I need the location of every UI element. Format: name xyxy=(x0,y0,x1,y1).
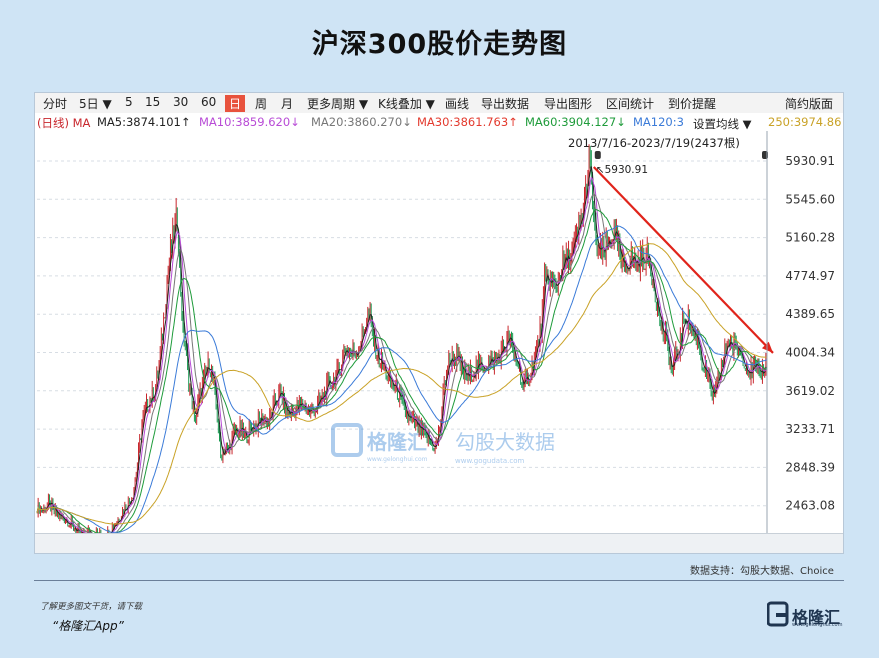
brand-logo-text: 格隆汇 xyxy=(792,608,841,627)
y-tick-label: 5545.60 xyxy=(785,192,835,206)
toolbar-item-more-periods[interactable]: 更多周期 ▼ xyxy=(307,97,369,111)
ma-line-0 xyxy=(36,166,768,541)
series-layer xyxy=(37,144,768,543)
ma-legend: (日线) MA MA5:3874.101↑ MA10:3859.620↓ MA2… xyxy=(35,113,843,131)
range-marker-start xyxy=(594,151,601,159)
toolbar-item-range-stats[interactable]: 区间统计 xyxy=(606,97,655,111)
toolbar-item-kline-overlay[interactable]: K线叠加 ▼ xyxy=(378,97,435,111)
brand-logo-sub: www.gelonghui.com xyxy=(792,622,843,628)
y-tick-label: 5160.28 xyxy=(785,231,835,245)
toolbar-item-5min[interactable]: 5 xyxy=(125,95,133,109)
y-axis: 5930.91 5545.60 5160.28 4774.97 4389.65 4004.… xyxy=(766,131,835,553)
y-tick-label: 4389.65 xyxy=(785,307,835,321)
y-tick-label: 3233.71 xyxy=(785,422,835,436)
scroll-bar[interactable] xyxy=(35,533,843,553)
watermark: 格隆汇 勾股大数据 www.gogudata.com www.gelonghui.co… xyxy=(331,423,555,465)
promo-line: 了解更多图文干货，请下载 xyxy=(40,600,142,612)
toolbar-item-draw-line[interactable]: 画线 xyxy=(445,97,470,111)
date-range-label: 2013/7/16-2023/7/19(2437根) xyxy=(568,135,740,151)
watermark-brand: 格隆汇 xyxy=(367,430,427,454)
toolbar-item-month[interactable]: 月 xyxy=(281,97,294,111)
toolbar-item-week[interactable]: 周 xyxy=(255,97,268,111)
y-tick-label: 4774.97 xyxy=(785,269,835,283)
ma60-value: MA60:3904.127↓ xyxy=(525,115,626,129)
watermark-logo-icon xyxy=(331,423,363,457)
y-tick-label: 3619.02 xyxy=(785,384,835,398)
ma-layer xyxy=(36,166,768,541)
y-tick-label: 5930.91 xyxy=(785,154,835,168)
toolbar-item-timeshare[interactable]: 分时 xyxy=(43,97,68,111)
toolbar-item-15min[interactable]: 15 xyxy=(145,95,161,109)
watermark-source-sub: www.gogudata.com xyxy=(455,457,524,465)
high-annotation: ↖5930.91 xyxy=(596,164,648,176)
promo-app-text: “格隆汇App” xyxy=(52,619,124,633)
grid-lines xyxy=(37,160,767,545)
promo-app: “格隆汇App” xyxy=(52,617,124,634)
divider xyxy=(34,580,844,581)
ma-prefix: (日线) MA xyxy=(37,116,91,130)
ma-settings-dropdown[interactable]: 设置均线 ▼ xyxy=(693,116,752,132)
ma-line-4 xyxy=(36,225,768,533)
ma-line-3 xyxy=(36,208,767,536)
data-source-note: 数据支持：勾股大数据、Choice xyxy=(690,562,834,577)
toolbar-item-5day[interactable]: 5日 ▼ xyxy=(79,97,112,111)
toolbar-item-60min[interactable]: 60 xyxy=(201,95,217,109)
toolbar-item-export-data[interactable]: 导出数据 xyxy=(481,97,530,111)
price-chart: 格隆汇 勾股大数据 www.gogudata.com www.gelonghui.co… xyxy=(36,131,835,553)
y-tick-label: 2463.08 xyxy=(785,499,835,513)
ma10-value: MA10:3859.620↓ xyxy=(199,115,300,129)
watermark-brand-sub: www.gelonghui.com xyxy=(367,456,428,463)
trend-arrow xyxy=(592,166,774,354)
ma20-value: MA20:3860.270↓ xyxy=(311,115,412,129)
y-tick-label: 4004.34 xyxy=(785,345,835,359)
toolbar-item-day[interactable]: 日 xyxy=(225,95,246,112)
ma-line-5 xyxy=(36,243,768,525)
ma30-value: MA30:3861.763↑ xyxy=(417,115,518,129)
y-tick-label: 2848.39 xyxy=(785,460,835,474)
ma250-value: 250:3974.86 xyxy=(768,115,842,129)
page-title: 沪深300股价走势图 xyxy=(311,29,568,60)
ma120-value: MA120:3 xyxy=(633,115,684,129)
ma-line-2 xyxy=(36,194,768,538)
data-source-note-text: 数据支持：勾股大数据、Choice xyxy=(690,566,834,577)
toolbar-item-30min[interactable]: 30 xyxy=(173,95,189,109)
promo-line-text: 了解更多图文干货，请下载 xyxy=(40,602,143,612)
brand-logo-icon xyxy=(767,601,789,627)
ma5-value: MA5:3874.101↑ xyxy=(97,115,191,129)
toolbar-item-export-graphic[interactable]: 导出图形 xyxy=(544,97,593,111)
toolbar-item-simple-layout[interactable]: 简约版面 xyxy=(785,97,834,111)
chart-toolbar: 分时 5日 ▼ 5 15 30 60 日 周 月 更多周期 ▼ K线叠加 ▼ 画… xyxy=(35,93,843,113)
toolbar-item-price-alert[interactable]: 到价提醒 xyxy=(668,97,717,111)
chart-panel: 分时 5日 ▼ 5 15 30 60 日 周 月 更多周期 ▼ K线叠加 ▼ 画… xyxy=(34,92,844,554)
watermark-source: 勾股大数据 xyxy=(455,430,555,454)
